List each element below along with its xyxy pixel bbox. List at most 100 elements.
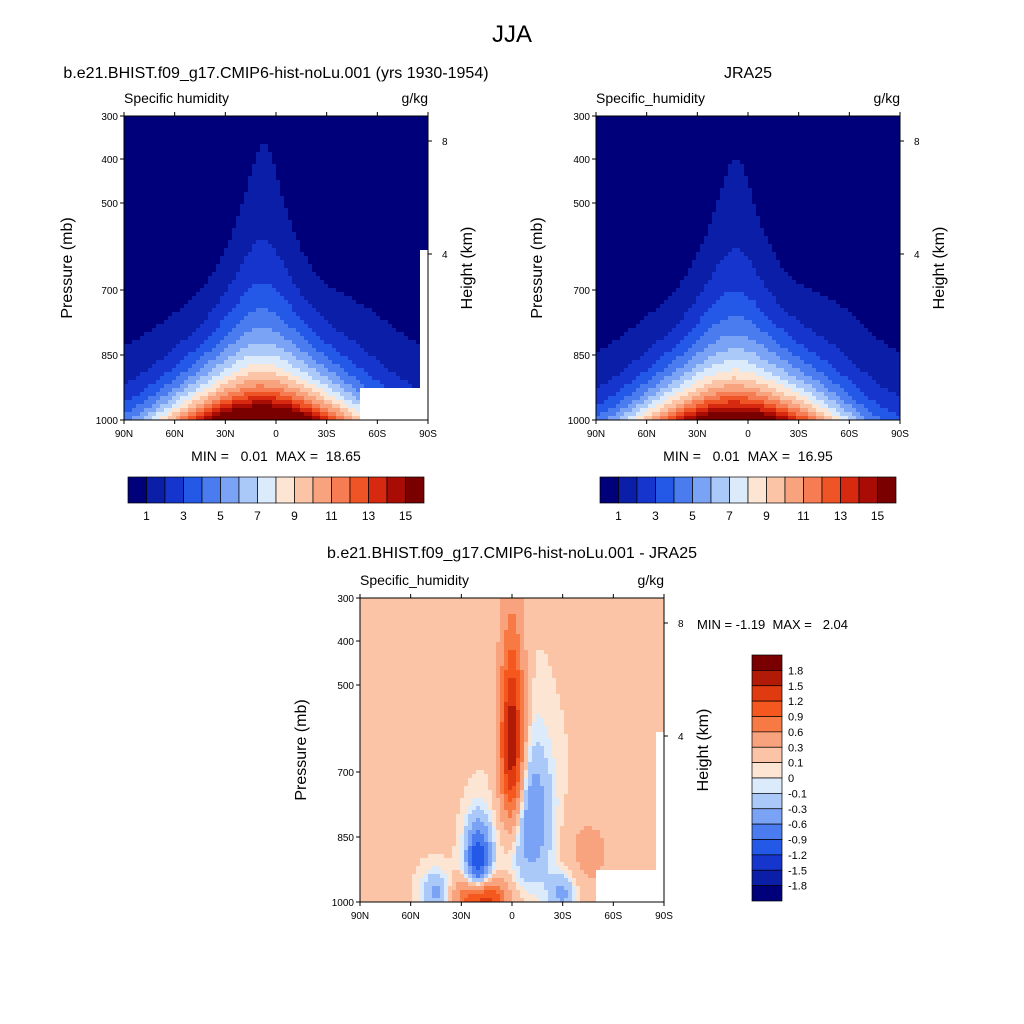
- contour-cell: [532, 734, 549, 739]
- contour-cell: [716, 208, 757, 213]
- contour-cell: [304, 400, 313, 405]
- contour-cell: [748, 180, 900, 185]
- contour-cell: [428, 870, 445, 875]
- contour-cell: [572, 890, 577, 895]
- contour-cell: [204, 408, 213, 413]
- contour-cell: [472, 858, 485, 863]
- contour-cell: [220, 412, 305, 417]
- contour-cell: [216, 268, 241, 273]
- contour-cell: [536, 650, 545, 655]
- contour-cell: [756, 392, 773, 397]
- contour-cell: [676, 344, 693, 349]
- contour-cell: [124, 288, 201, 293]
- contour-cell: [164, 320, 205, 325]
- contour-cell: [496, 818, 501, 823]
- pressure-tick-label: 300: [573, 112, 590, 123]
- contour-cell: [500, 622, 509, 627]
- contour-cell: [172, 380, 185, 385]
- contour-cell: [488, 786, 497, 791]
- contour-cell: [532, 758, 549, 763]
- contour-cell: [216, 388, 225, 393]
- contour-cell: [656, 404, 665, 409]
- contour-cell: [672, 372, 685, 377]
- contour-cell: [804, 380, 821, 385]
- contour-cell: [224, 336, 241, 341]
- contour-cell: [488, 878, 493, 883]
- contour-cell: [232, 228, 293, 233]
- contour-cell: [504, 634, 521, 639]
- contour-cell: [124, 164, 253, 169]
- contour-cell: [140, 392, 157, 397]
- contour-cell: [196, 404, 205, 409]
- contour-cell: [516, 830, 521, 835]
- contour-cell: [652, 344, 677, 349]
- contour-cell: [508, 766, 513, 771]
- contour-cell: [468, 854, 473, 859]
- contour-cell: [236, 220, 293, 225]
- contour-cell: [172, 396, 181, 401]
- pressure-tick-label: 500: [101, 199, 118, 210]
- contour-cell: [700, 244, 773, 249]
- contour-cell: [504, 822, 517, 827]
- contour-cell: [620, 400, 633, 405]
- contour-cell: [124, 356, 165, 361]
- contour-cell: [712, 324, 757, 329]
- contour-cell: [324, 352, 341, 357]
- contour-cell: [596, 168, 729, 173]
- contour-cell: [452, 890, 461, 895]
- contour-cell: [680, 320, 701, 325]
- contour-cell: [224, 360, 237, 365]
- contour-cell: [520, 870, 549, 875]
- colorbar-label: -1.2: [788, 850, 807, 862]
- contour-cell: [532, 726, 549, 731]
- contour-cell: [744, 168, 900, 173]
- contour-cell: [164, 356, 185, 361]
- contour-cell: [288, 272, 317, 277]
- contour-cell: [556, 850, 561, 855]
- contour-cell: [244, 392, 281, 397]
- contour-cell: [528, 742, 533, 747]
- contour-cell: [696, 340, 717, 345]
- contour-cell: [852, 412, 861, 417]
- contour-cell: [776, 412, 789, 417]
- colorbar-swatch: [331, 476, 351, 504]
- contour-cell: [156, 412, 169, 417]
- contour-cell: [312, 328, 337, 333]
- contour-cell: [888, 388, 900, 393]
- contour-cell: [124, 180, 249, 185]
- contour-cell: [548, 890, 557, 895]
- contour-cell: [344, 412, 353, 417]
- contour-cell: [796, 280, 900, 285]
- contour-cell: [240, 212, 289, 217]
- colorbar-swatch: [312, 476, 332, 504]
- contour-cell: [124, 360, 157, 365]
- contour-cell: [480, 818, 489, 823]
- contour-cell: [196, 372, 209, 377]
- missing-data-mask: [596, 870, 664, 902]
- contour-cell: [524, 794, 529, 799]
- contour-cell: [516, 834, 521, 839]
- contour-cell: [352, 416, 361, 420]
- contour-cell: [860, 412, 873, 417]
- contour-cell: [460, 858, 465, 863]
- contour-cell: [328, 376, 341, 381]
- contour-cell: [788, 404, 801, 409]
- contour-cell: [212, 408, 221, 413]
- contour-cell: [488, 870, 493, 875]
- contour-cell: [520, 758, 525, 763]
- contour-cell: [504, 654, 509, 659]
- contour-cell: [488, 814, 493, 819]
- contour-cell: [756, 208, 900, 213]
- contour-cell: [516, 726, 521, 731]
- contour-cell: [692, 264, 717, 269]
- contour-cell: [480, 866, 485, 871]
- contour-cell: [664, 368, 677, 373]
- contour-cell: [548, 870, 565, 875]
- contour-cell: [488, 834, 493, 839]
- contour-cell: [460, 866, 465, 871]
- contour-cell: [552, 774, 557, 779]
- contour-cell: [552, 670, 664, 675]
- contour-cell: [852, 396, 869, 401]
- contour-cell: [596, 276, 685, 281]
